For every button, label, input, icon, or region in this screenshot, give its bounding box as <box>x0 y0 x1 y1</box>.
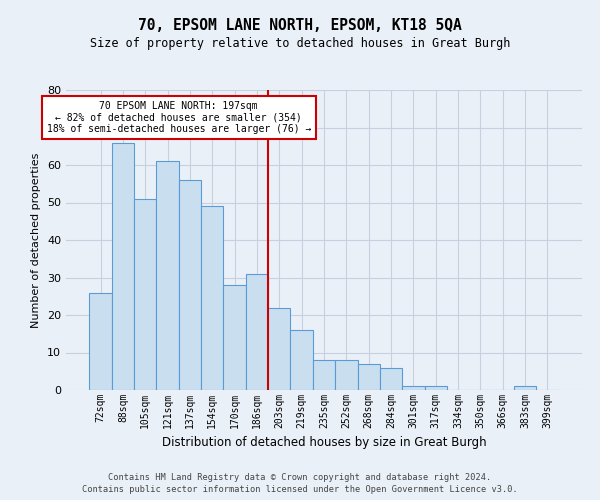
Bar <box>290 330 313 390</box>
Bar <box>223 285 246 390</box>
Bar <box>112 142 134 390</box>
Bar <box>313 360 335 390</box>
Bar <box>514 386 536 390</box>
Y-axis label: Number of detached properties: Number of detached properties <box>31 152 41 328</box>
Bar <box>268 308 290 390</box>
Bar <box>157 161 179 390</box>
Text: 70 EPSOM LANE NORTH: 197sqm
← 82% of detached houses are smaller (354)
18% of se: 70 EPSOM LANE NORTH: 197sqm ← 82% of det… <box>47 101 311 134</box>
Bar <box>425 386 447 390</box>
Bar <box>179 180 201 390</box>
Bar <box>246 274 268 390</box>
Bar <box>134 198 157 390</box>
Text: 70, EPSOM LANE NORTH, EPSOM, KT18 5QA: 70, EPSOM LANE NORTH, EPSOM, KT18 5QA <box>138 18 462 32</box>
Bar <box>201 206 223 390</box>
Bar <box>402 386 425 390</box>
Text: Contains HM Land Registry data © Crown copyright and database right 2024.
Contai: Contains HM Land Registry data © Crown c… <box>82 472 518 494</box>
Bar <box>89 292 112 390</box>
Bar <box>358 364 380 390</box>
Text: Size of property relative to detached houses in Great Burgh: Size of property relative to detached ho… <box>90 38 510 51</box>
Bar <box>335 360 358 390</box>
X-axis label: Distribution of detached houses by size in Great Burgh: Distribution of detached houses by size … <box>161 436 487 450</box>
Bar <box>380 368 402 390</box>
